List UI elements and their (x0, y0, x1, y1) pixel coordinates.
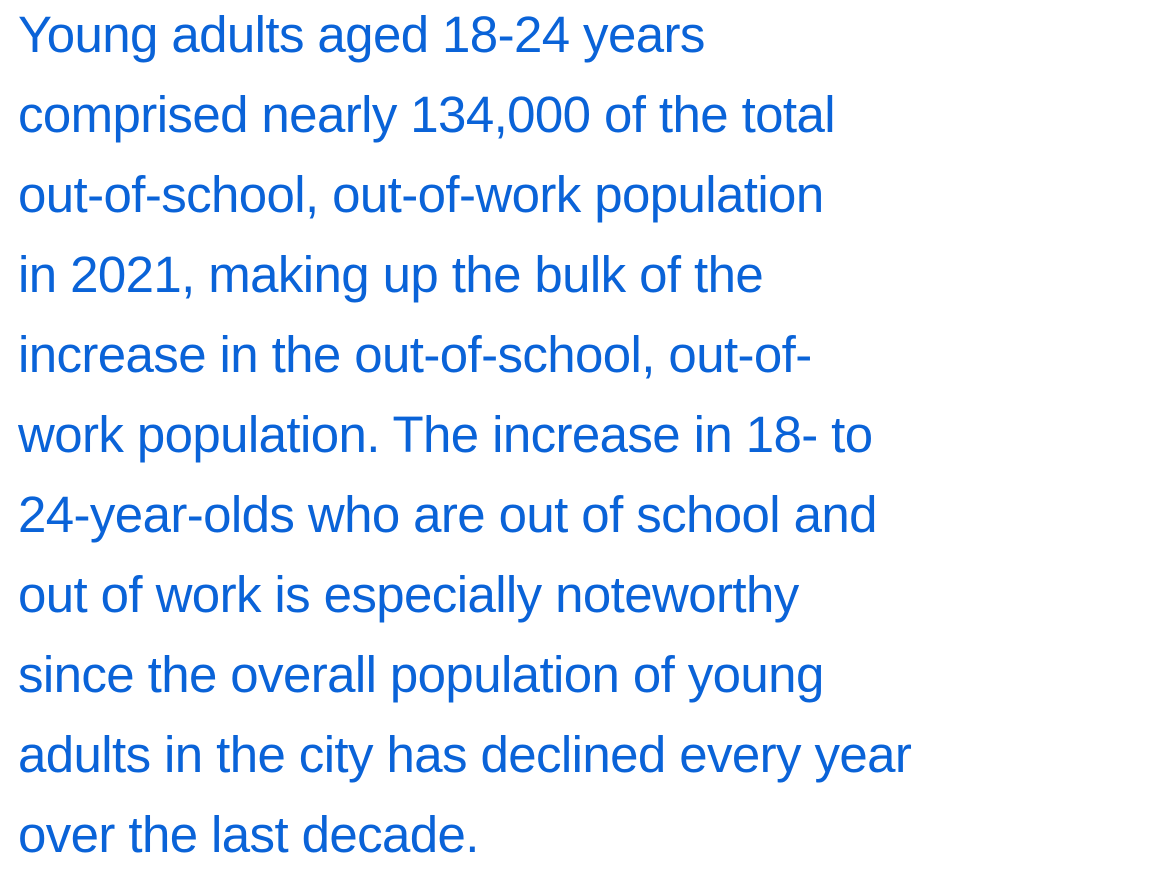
text-line: comprised nearly 134,000 of the total (18, 86, 836, 143)
paragraph: Young adults aged 18-24 years comprised n… (18, 0, 1148, 875)
text-line: out-of-school, out-of-work population (18, 166, 824, 223)
text-line: adults in the city has declined every ye… (18, 726, 912, 783)
text-line: increase in the out-of-school, out-of- (18, 326, 812, 383)
text-line: 24-year-olds who are out of school and (18, 486, 878, 543)
text-line: since the overall population of young (18, 646, 824, 703)
text-line: out of work is especially noteworthy (18, 566, 799, 623)
text-line: over the last decade. (18, 806, 479, 863)
text-line: work population. The increase in 18- to (18, 406, 873, 463)
text-line: in 2021, making up the bulk of the (18, 246, 764, 303)
text-line: Young adults aged 18-24 years (18, 6, 705, 63)
